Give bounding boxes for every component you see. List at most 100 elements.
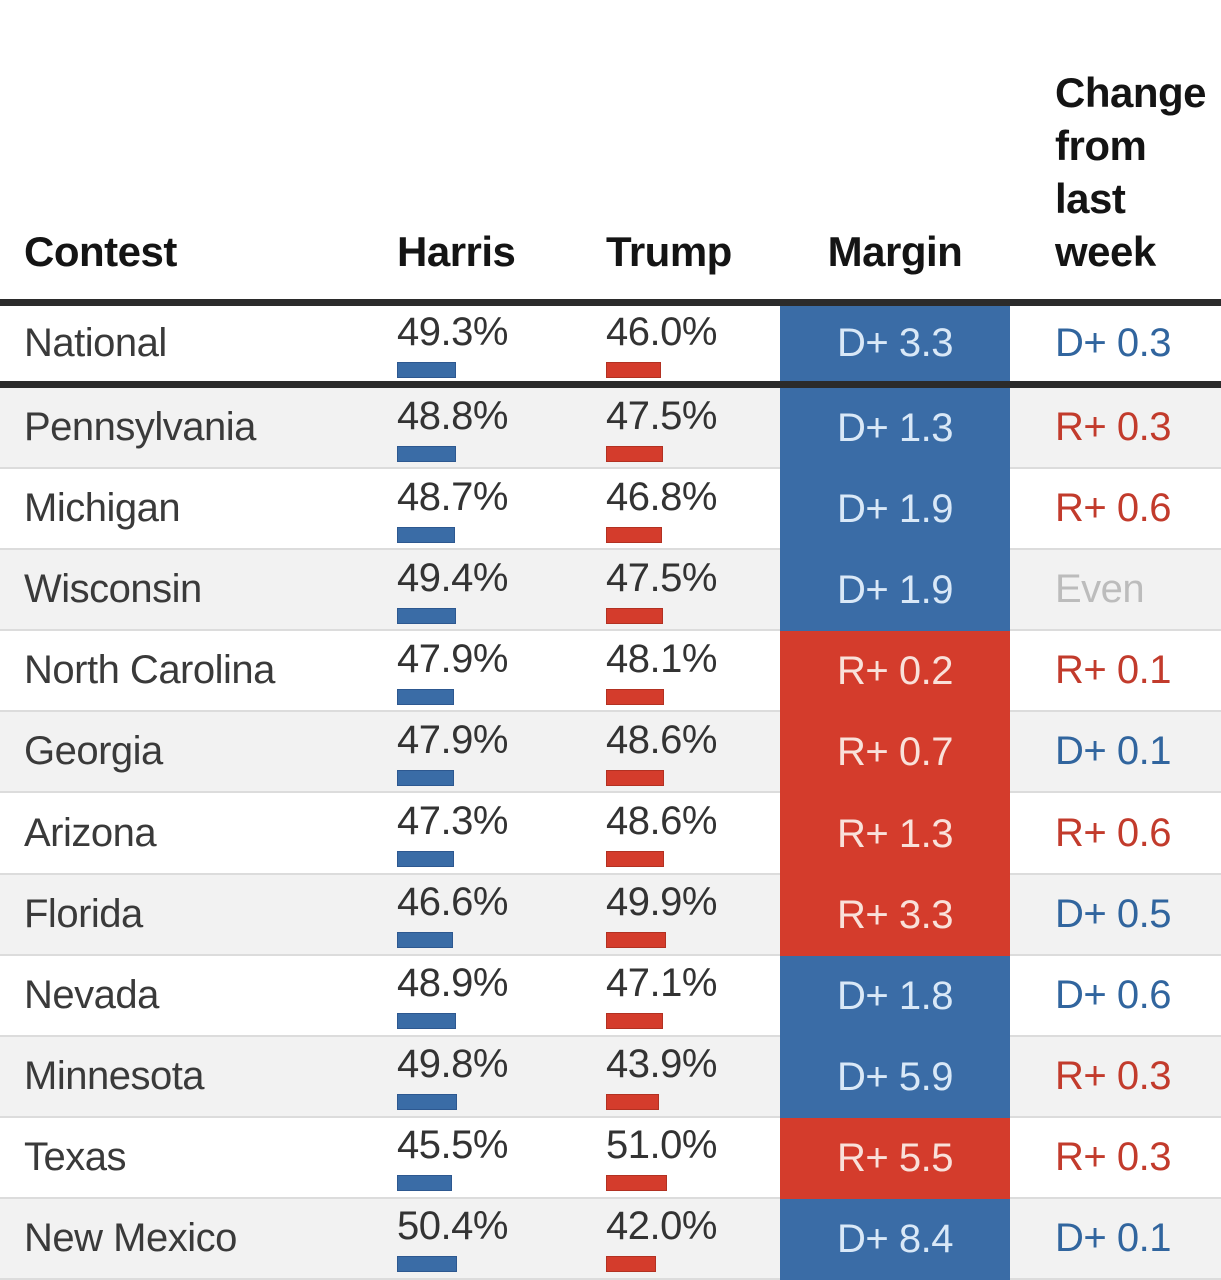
harris-cell: 48.8% [397, 388, 606, 467]
harris-bar [397, 1256, 458, 1273]
table-row: Arizona 47.3% 48.6% R+ 0.6 R+ 1.3 [0, 793, 1221, 875]
header-divider [0, 299, 1221, 306]
trump-bar [606, 1094, 659, 1111]
trump-percent: 49.9% [606, 880, 717, 925]
trump-percent: 47.1% [606, 961, 717, 1006]
trump-percent: 48.1% [606, 636, 717, 681]
harris-cell: 48.7% [397, 469, 606, 548]
trump-cell: 48.1% [606, 631, 780, 710]
trump-cell: 48.6% [606, 793, 780, 872]
margin-value: D+ 5.9 [780, 1036, 1010, 1118]
harris-cell: 48.9% [397, 956, 606, 1035]
states-section: Pennsylvania 48.8% 47.5% R+ 0.3 D+ 1.3 M… [0, 388, 1221, 1280]
change-value: D+ 0.6 [1055, 972, 1171, 1017]
contest-name: National [24, 321, 167, 365]
trump-cell: 42.0% [606, 1199, 780, 1278]
change-value: R+ 0.6 [1055, 486, 1171, 531]
harris-cell: 49.8% [397, 1037, 606, 1116]
trump-bar [606, 932, 666, 949]
margin-value: D+ 1.8 [780, 955, 1010, 1037]
change-value: Even [1055, 567, 1145, 612]
harris-percent: 49.8% [397, 1042, 508, 1087]
table-row: North Carolina 47.9% 48.1% R+ 0.1 R+ 0.2 [0, 631, 1221, 713]
harris-bar [397, 361, 457, 378]
header-trump: Trump [606, 228, 732, 276]
harris-percent: 47.9% [397, 636, 508, 681]
harris-cell: 47.9% [397, 712, 606, 791]
change-value: R+ 0.6 [1055, 810, 1171, 855]
harris-percent: 49.3% [397, 309, 508, 354]
harris-percent: 45.5% [397, 1123, 508, 1168]
change-value: R+ 0.3 [1055, 405, 1171, 450]
margin-value: R+ 0.7 [780, 712, 1010, 794]
change-value: R+ 0.1 [1055, 648, 1171, 693]
table-row: Georgia 47.9% 48.6% D+ 0.1 R+ 0.7 [0, 712, 1221, 794]
contest-name: New Mexico [24, 1215, 237, 1260]
trump-bar [606, 1013, 663, 1030]
margin-value: D+ 1.9 [780, 550, 1010, 632]
contest-name: North Carolina [24, 648, 275, 693]
contest-name: Michigan [24, 486, 181, 531]
harris-cell: 50.4% [397, 1199, 606, 1278]
header-contest: Contest [24, 228, 177, 276]
harris-bar [397, 607, 457, 624]
national-section: National 49.3% 46.0% D+ 0.3 D+ 3.3 [0, 306, 1221, 381]
contest-name: Texas [24, 1134, 127, 1179]
table-row: Florida 46.6% 49.9% D+ 0.5 R+ 3.3 [0, 874, 1221, 956]
table-row: Texas 45.5% 51.0% R+ 0.3 R+ 5.5 [0, 1117, 1221, 1199]
trump-bar [606, 1175, 668, 1192]
contest-name: Minnesota [24, 1053, 205, 1098]
trump-cell: 47.5% [606, 388, 780, 467]
table-row: Michigan 48.7% 46.8% R+ 0.6 D+ 1.9 [0, 469, 1221, 551]
trump-bar [606, 526, 663, 543]
harris-bar [397, 1175, 452, 1192]
harris-cell: 49.4% [397, 550, 606, 629]
trump-percent: 48.6% [606, 717, 717, 762]
national-state-divider [0, 381, 1221, 388]
harris-cell: 47.9% [397, 631, 606, 710]
harris-percent: 49.4% [397, 555, 508, 600]
change-value: R+ 0.3 [1055, 1053, 1171, 1098]
harris-percent: 47.3% [397, 799, 508, 844]
harris-bar [397, 851, 454, 868]
harris-bar [397, 1013, 456, 1030]
table-row: Minnesota 49.8% 43.9% R+ 0.3 D+ 5.9 [0, 1036, 1221, 1118]
trump-bar [606, 769, 665, 786]
trump-bar [606, 607, 663, 624]
trump-bar [606, 445, 663, 462]
contest-name: Arizona [24, 810, 157, 855]
harris-percent: 50.4% [397, 1204, 508, 1249]
trump-percent: 47.5% [606, 555, 717, 600]
harris-bar [397, 1094, 457, 1111]
change-value: R+ 0.3 [1055, 1134, 1171, 1179]
table-row: New Mexico 50.4% 42.0% D+ 0.1 D+ 8.4 [0, 1198, 1221, 1280]
harris-bar [397, 769, 455, 786]
table-header: Contest Harris Trump Margin Change from … [0, 0, 1221, 299]
harris-percent: 48.9% [397, 961, 508, 1006]
trump-cell: 51.0% [606, 1118, 780, 1197]
table-row: Nevada 48.9% 47.1% D+ 0.6 D+ 1.8 [0, 955, 1221, 1037]
margin-value: R+ 1.3 [780, 793, 1010, 875]
harris-cell: 49.3% [397, 306, 606, 381]
margin-value: R+ 5.5 [780, 1117, 1010, 1199]
change-value: D+ 0.1 [1055, 1215, 1171, 1260]
contest-name: Wisconsin [24, 567, 202, 612]
contest-name: Florida [24, 891, 143, 936]
harris-percent: 48.7% [397, 474, 508, 519]
trump-cell: 46.8% [606, 469, 780, 548]
trump-bar [606, 688, 664, 705]
trump-percent: 46.0% [606, 309, 717, 354]
harris-bar [397, 445, 456, 462]
trump-cell: 48.6% [606, 712, 780, 791]
contest-name: Nevada [24, 972, 159, 1017]
contest-name: Georgia [24, 729, 163, 774]
harris-percent: 47.9% [397, 717, 508, 762]
trump-percent: 47.5% [606, 393, 717, 438]
harris-bar [397, 526, 456, 543]
harris-percent: 46.6% [397, 880, 508, 925]
margin-value: D+ 1.9 [780, 469, 1010, 551]
header-change-from-last-week: Change from last week [1055, 69, 1207, 276]
harris-bar [397, 932, 453, 949]
header-harris: Harris [397, 228, 516, 276]
